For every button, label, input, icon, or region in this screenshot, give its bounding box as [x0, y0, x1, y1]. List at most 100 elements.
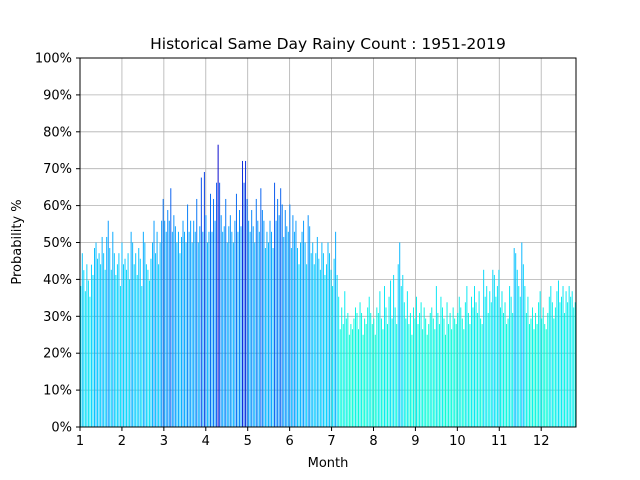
- bar: [283, 236, 285, 427]
- bar: [557, 280, 559, 427]
- bar: [103, 253, 105, 427]
- bar: [110, 269, 112, 427]
- bar: [211, 231, 213, 427]
- bar: [408, 324, 410, 427]
- bar: [335, 231, 337, 427]
- bar: [216, 182, 218, 427]
- bars: [80, 144, 576, 428]
- x-tick-label: 4: [202, 434, 210, 449]
- y-tick-label: 10%: [43, 384, 72, 399]
- bar: [263, 220, 265, 427]
- bar: [306, 264, 308, 427]
- bar: [135, 253, 137, 427]
- bar: [455, 324, 457, 427]
- bar: [246, 198, 248, 427]
- bar: [153, 220, 155, 427]
- bar: [106, 236, 108, 427]
- bar: [533, 329, 535, 427]
- bar: [130, 231, 132, 427]
- x-tick-label: 1: [76, 434, 84, 449]
- bar: [142, 231, 144, 427]
- bar: [210, 193, 211, 427]
- bar: [420, 302, 422, 427]
- x-tick-label: 11: [491, 434, 508, 449]
- bar: [411, 334, 413, 427]
- bar: [303, 220, 305, 427]
- bar: [290, 248, 292, 427]
- bar: [573, 307, 575, 427]
- bar: [385, 307, 387, 427]
- bar: [353, 318, 355, 427]
- bar: [220, 215, 222, 427]
- bar: [568, 286, 570, 427]
- bar: [147, 269, 149, 427]
- bar: [116, 264, 118, 427]
- bar: [490, 302, 492, 427]
- y-tick-label: 90%: [43, 88, 72, 103]
- bar: [345, 318, 347, 427]
- bar: [390, 280, 392, 427]
- bar: [158, 264, 160, 427]
- bar: [144, 242, 146, 427]
- bar: [275, 220, 277, 427]
- bar: [261, 210, 263, 427]
- bar: [516, 269, 518, 427]
- bar: [214, 220, 216, 427]
- bar: [545, 329, 547, 427]
- bar: [333, 258, 335, 427]
- bar: [351, 329, 353, 427]
- bar: [382, 329, 384, 427]
- bar: [126, 269, 128, 427]
- bar: [148, 280, 150, 427]
- bar: [307, 215, 309, 427]
- bar: [206, 242, 208, 427]
- bar: [101, 236, 103, 427]
- bar: [377, 312, 379, 427]
- bar: [326, 264, 327, 427]
- bar: [219, 182, 221, 427]
- bar: [269, 220, 271, 427]
- bar: [152, 242, 153, 427]
- y-tick-label: 70%: [43, 162, 72, 177]
- bar: [364, 318, 366, 427]
- bar: [254, 242, 256, 427]
- bar: [138, 248, 140, 427]
- bar: [387, 324, 388, 427]
- bar: [297, 248, 298, 427]
- y-tick-label: 20%: [43, 347, 72, 362]
- bar: [235, 193, 237, 427]
- bar: [467, 312, 469, 427]
- bar: [414, 318, 416, 427]
- bar: [354, 307, 356, 427]
- bar: [350, 324, 352, 427]
- bar: [313, 264, 315, 427]
- bar: [574, 302, 576, 427]
- bar: [174, 226, 176, 427]
- bar: [191, 242, 193, 427]
- bar: [181, 236, 182, 427]
- bar: [240, 226, 242, 427]
- bar: [139, 258, 141, 427]
- bar: [150, 258, 152, 427]
- bar: [264, 248, 266, 427]
- bar: [397, 264, 399, 427]
- y-tick-label: 40%: [43, 273, 72, 288]
- bar: [107, 220, 109, 427]
- bar: [519, 296, 521, 427]
- bar: [242, 160, 244, 428]
- bar: [162, 198, 164, 427]
- bar: [388, 296, 390, 427]
- bar: [190, 220, 192, 427]
- bar: [217, 144, 219, 427]
- bar: [145, 264, 147, 427]
- bar: [553, 318, 555, 427]
- y-tick-label: 30%: [43, 310, 72, 325]
- bar: [293, 231, 295, 427]
- bar: [327, 242, 329, 427]
- bar: [538, 302, 540, 427]
- bar: [373, 318, 375, 427]
- bar: [187, 204, 189, 427]
- bar: [429, 312, 431, 427]
- bar: [248, 220, 250, 427]
- bar: [394, 307, 396, 427]
